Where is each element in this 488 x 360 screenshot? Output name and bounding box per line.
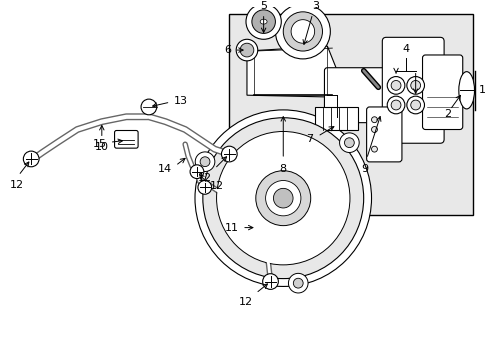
Circle shape: [251, 10, 275, 33]
Text: 2: 2: [444, 109, 450, 119]
FancyBboxPatch shape: [422, 55, 462, 130]
Text: 3: 3: [311, 1, 319, 11]
Circle shape: [339, 133, 359, 153]
Ellipse shape: [260, 19, 266, 24]
Circle shape: [390, 100, 400, 110]
Circle shape: [406, 77, 424, 94]
Text: 14: 14: [158, 164, 172, 174]
Circle shape: [195, 110, 371, 287]
Circle shape: [141, 99, 157, 115]
FancyBboxPatch shape: [382, 37, 443, 143]
FancyBboxPatch shape: [366, 107, 401, 162]
Text: 12: 12: [238, 297, 252, 307]
Circle shape: [236, 39, 257, 61]
Circle shape: [245, 4, 281, 39]
Text: 6: 6: [224, 45, 231, 55]
Text: 13: 13: [173, 96, 187, 106]
Circle shape: [410, 81, 420, 90]
Circle shape: [371, 127, 377, 132]
Text: 15: 15: [93, 139, 106, 149]
Circle shape: [283, 12, 322, 51]
FancyBboxPatch shape: [314, 107, 357, 130]
Circle shape: [200, 157, 209, 167]
Text: 1: 1: [477, 85, 485, 95]
Circle shape: [221, 146, 237, 162]
Circle shape: [190, 165, 203, 179]
Circle shape: [203, 118, 363, 279]
Circle shape: [390, 81, 400, 90]
Circle shape: [371, 117, 377, 123]
Circle shape: [406, 96, 424, 114]
Circle shape: [216, 131, 349, 265]
Text: 4: 4: [402, 44, 408, 54]
Circle shape: [288, 273, 307, 293]
Circle shape: [262, 274, 278, 289]
FancyBboxPatch shape: [324, 68, 418, 123]
Text: 12: 12: [197, 173, 211, 183]
Circle shape: [386, 96, 404, 114]
Ellipse shape: [458, 72, 473, 109]
Circle shape: [371, 146, 377, 152]
Circle shape: [344, 138, 353, 148]
Polygon shape: [246, 46, 337, 97]
Text: 5: 5: [260, 1, 266, 11]
FancyBboxPatch shape: [114, 130, 138, 148]
Circle shape: [273, 188, 292, 208]
Text: 12: 12: [209, 181, 224, 192]
Circle shape: [275, 4, 330, 59]
FancyBboxPatch shape: [229, 14, 471, 215]
Circle shape: [255, 171, 310, 226]
Text: 10: 10: [95, 142, 109, 152]
Circle shape: [195, 152, 214, 171]
Text: 7: 7: [306, 134, 313, 144]
Circle shape: [240, 43, 253, 57]
Circle shape: [293, 278, 303, 288]
Text: 9: 9: [360, 164, 367, 174]
Circle shape: [23, 151, 39, 167]
Circle shape: [290, 20, 314, 43]
Text: 12: 12: [9, 180, 23, 189]
Circle shape: [198, 180, 211, 194]
Circle shape: [410, 100, 420, 110]
Circle shape: [386, 77, 404, 94]
Circle shape: [265, 180, 300, 216]
Text: 11: 11: [224, 222, 239, 233]
Text: 8: 8: [279, 164, 286, 174]
